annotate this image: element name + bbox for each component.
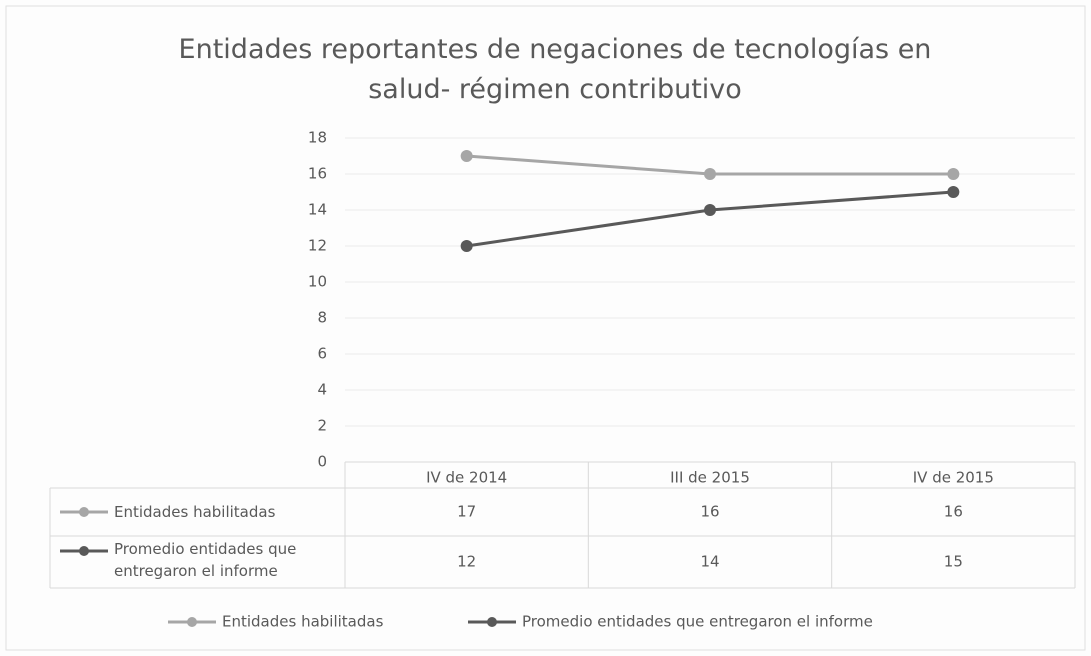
x-tick-label: IV de 2014	[426, 469, 507, 487]
table-row-label: Promedio entidades que entregaron el inf…	[114, 540, 297, 580]
table-value: 14	[700, 553, 719, 571]
y-tick-label: 14	[308, 201, 327, 219]
table-value: 17	[457, 503, 476, 521]
table-key-dot	[79, 546, 89, 556]
legend-label: Promedio entidades que entregaron el inf…	[522, 613, 873, 631]
y-tick-label: 16	[308, 165, 327, 183]
point	[947, 168, 960, 180]
y-tick-label: 10	[308, 273, 327, 291]
table-value: 12	[457, 553, 476, 571]
chart-title: Entidades reportantes de negaciones de t…	[178, 34, 932, 105]
legend-key-dot	[487, 617, 497, 627]
point	[704, 168, 716, 180]
table-value: 15	[944, 553, 963, 571]
frame	[5, 5, 1086, 651]
point	[947, 186, 960, 198]
y-tick-label: 12	[308, 237, 327, 255]
table-key-dot	[79, 507, 89, 517]
legend-key-dot	[187, 617, 197, 627]
point	[704, 204, 716, 216]
x-tick-label: III de 2015	[670, 469, 750, 487]
point	[460, 240, 473, 252]
y-tick-label: 18	[308, 129, 327, 147]
point	[460, 150, 473, 162]
x-tick-label: IV de 2015	[913, 469, 994, 487]
y-tick-label: 4	[317, 381, 327, 399]
y-tick-label: 6	[317, 345, 327, 363]
legend-label: Entidades habilitadas	[222, 613, 384, 631]
y-tick-label: 2	[317, 417, 327, 435]
y-tick-label: 8	[317, 309, 327, 327]
table-value: 16	[700, 503, 719, 521]
table-row-label: Entidades habilitadas	[114, 503, 276, 521]
series-line	[466, 190, 954, 248]
table-value: 16	[944, 503, 963, 521]
y-tick-label: 0	[317, 453, 327, 471]
